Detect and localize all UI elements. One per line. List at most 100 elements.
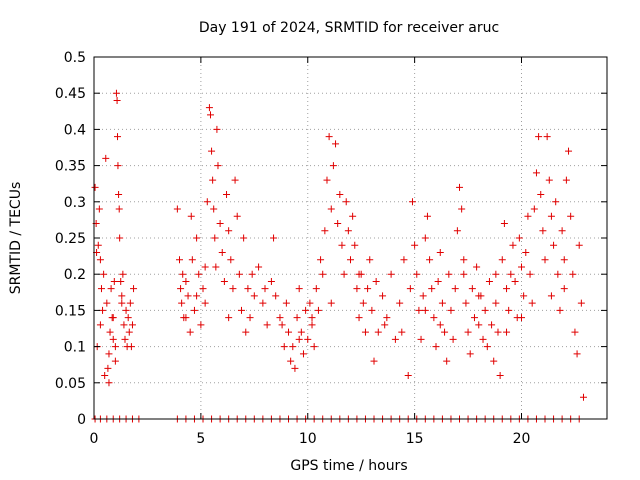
data-point: [511, 277, 519, 285]
data-point: [438, 299, 446, 307]
y-tick-label: 0.4: [64, 122, 86, 138]
y-axis-label: SRMTID / TECUs: [8, 182, 24, 295]
data-point: [342, 198, 350, 206]
data-point: [500, 220, 508, 228]
data-point: [193, 292, 201, 300]
data-point: [188, 256, 196, 264]
data-point: [338, 241, 346, 249]
data-point: [259, 299, 267, 307]
data-point: [229, 285, 237, 293]
data-point: [460, 256, 468, 264]
data-point: [111, 357, 119, 365]
data-point: [329, 162, 337, 170]
data-point: [282, 299, 290, 307]
data-point: [411, 241, 419, 249]
data-point: [366, 256, 374, 264]
data-point: [473, 263, 481, 271]
data-point: [488, 321, 496, 329]
data-point: [447, 306, 455, 314]
data-point: [481, 306, 489, 314]
data-point: [109, 314, 117, 322]
data-point: [432, 343, 440, 351]
data-point: [421, 306, 429, 314]
data-point: [289, 343, 297, 351]
data-point: [515, 234, 523, 242]
data-point: [112, 89, 120, 97]
data-point: [308, 314, 316, 322]
data-point: [428, 285, 436, 293]
data-point: [344, 227, 352, 235]
data-point: [383, 314, 391, 322]
data-point: [567, 212, 575, 220]
data-point: [543, 133, 551, 141]
data-point: [94, 241, 102, 249]
data-point: [492, 270, 500, 278]
data-point: [327, 299, 335, 307]
data-point: [201, 263, 209, 271]
x-axis-label: GPS time / hours: [290, 458, 407, 474]
data-point: [186, 328, 194, 336]
data-point: [102, 154, 110, 162]
data-point: [270, 234, 278, 242]
data-point: [460, 270, 468, 278]
data-point: [520, 292, 528, 300]
data-point: [263, 321, 271, 329]
data-point: [199, 285, 207, 293]
data-point: [276, 314, 284, 322]
data-point: [231, 176, 239, 184]
data-point: [317, 256, 325, 264]
data-point: [530, 205, 538, 213]
data-point: [117, 277, 125, 285]
data-point: [278, 321, 286, 329]
data-point: [449, 335, 457, 343]
data-point: [103, 299, 111, 307]
data-point: [295, 285, 303, 293]
data-point: [554, 270, 562, 278]
data-point: [193, 234, 201, 242]
data-point: [368, 306, 376, 314]
data-point: [225, 314, 233, 322]
data-point: [111, 343, 119, 351]
data-point: [114, 133, 122, 141]
points-layer: [91, 89, 587, 423]
data-point: [184, 292, 192, 300]
y-tick-label: 0.25: [55, 231, 86, 247]
data-point: [225, 227, 233, 235]
data-point: [125, 328, 133, 336]
data-point: [518, 314, 525, 322]
data-point: [468, 285, 476, 293]
data-point: [235, 270, 243, 278]
data-point: [522, 248, 530, 256]
data-point: [325, 133, 333, 141]
data-point: [575, 241, 583, 249]
data-point: [528, 299, 536, 307]
data-point: [423, 212, 431, 220]
data-point: [526, 270, 534, 278]
data-point: [400, 256, 408, 264]
data-point: [100, 270, 108, 278]
data-point: [244, 285, 252, 293]
data-point: [391, 335, 399, 343]
data-point: [214, 162, 222, 170]
data-point: [507, 270, 515, 278]
data-point: [213, 125, 221, 133]
y-tick-label: 0.35: [55, 159, 86, 175]
data-point: [355, 314, 363, 322]
data-point: [327, 205, 335, 213]
data-point: [261, 285, 269, 293]
data-point: [558, 227, 566, 235]
data-point: [359, 299, 367, 307]
y-tick-label: 0.15: [55, 303, 86, 319]
data-point: [436, 248, 444, 256]
data-point: [95, 205, 103, 213]
data-point: [532, 169, 540, 177]
y-tick-label: 0.2: [64, 267, 86, 283]
data-point: [565, 147, 573, 155]
data-point: [206, 111, 214, 119]
data-point: [451, 285, 459, 293]
data-point: [205, 104, 213, 112]
data-point: [240, 234, 248, 242]
data-point: [299, 350, 307, 358]
data-point: [106, 328, 114, 336]
data-point: [560, 256, 568, 264]
